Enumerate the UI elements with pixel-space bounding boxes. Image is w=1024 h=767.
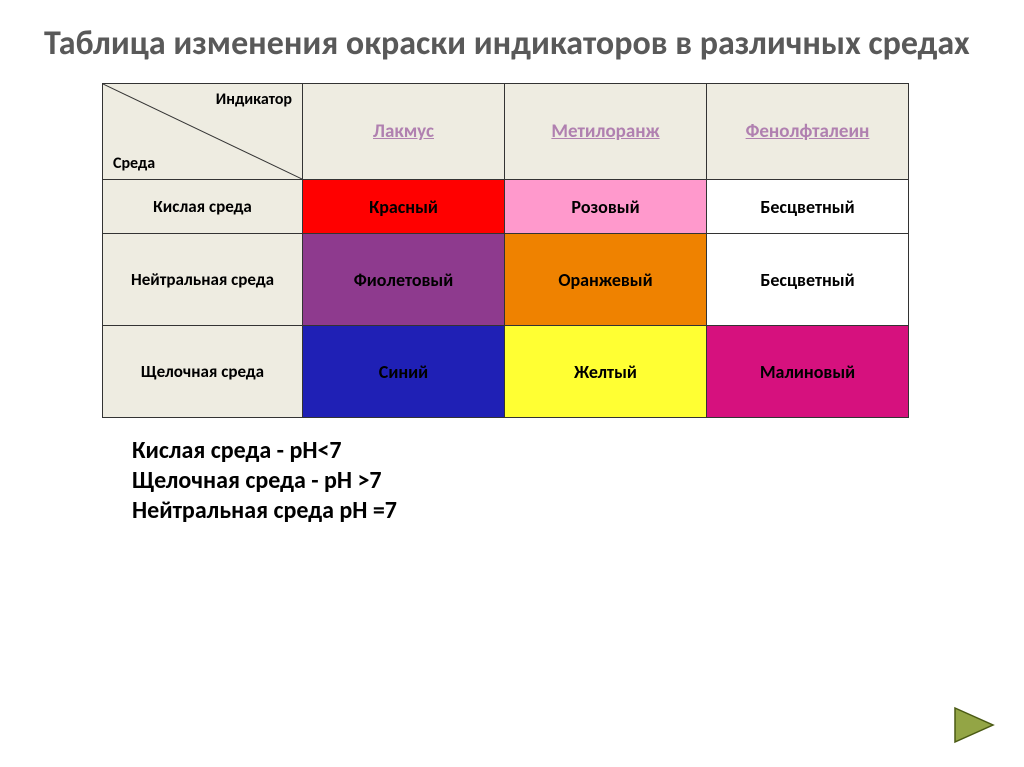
data-cell: Красный [303,180,505,234]
slide: Таблица изменения окраски индикаторов в … [0,0,1024,526]
diag-bottom-label: Среда [113,154,155,173]
table-wrap: Индикатор Среда Лакмус Метилоранж Фенолф… [102,83,980,418]
note-line: Кислая среда - рН<7 [132,436,980,466]
row-header: Щелочная среда [103,326,303,418]
data-cell: Малиновый [707,326,909,418]
indicator-table: Индикатор Среда Лакмус Метилоранж Фенолф… [102,83,909,418]
table-header-row: Индикатор Среда Лакмус Метилоранж Фенолф… [103,84,909,180]
next-button[interactable] [952,705,996,745]
col-header-2: Фенолфталеин [707,84,909,180]
data-cell: Розовый [505,180,707,234]
data-cell: Фиолетовый [303,234,505,326]
col-header-0: Лакмус [303,84,505,180]
col-link-metilorange[interactable]: Метилоранж [551,120,659,143]
diag-top-label: Индикатор [216,90,292,109]
note-line: Нейтральная среда рН =7 [132,496,980,526]
col-header-1: Метилоранж [505,84,707,180]
row-header: Нейтральная среда [103,234,303,326]
page-title: Таблица изменения окраски индикаторов в … [44,24,980,63]
note-line: Щелочная среда - рН >7 [132,466,980,496]
table-row: Щелочная средаСинийЖелтыйМалиновый [103,326,909,418]
data-cell: Оранжевый [505,234,707,326]
table-row: Кислая средаКрасныйРозовыйБесцветный [103,180,909,234]
col-link-lakmus[interactable]: Лакмус [373,120,434,143]
table-row: Нейтральная средаФиолетовыйОранжевыйБесц… [103,234,909,326]
data-cell: Бесцветный [707,180,909,234]
ph-notes: Кислая среда - рН<7 Щелочная среда - рН … [132,436,980,526]
row-header: Кислая среда [103,180,303,234]
data-cell: Синий [303,326,505,418]
data-cell: Желтый [505,326,707,418]
data-cell: Бесцветный [707,234,909,326]
diagonal-header: Индикатор Среда [103,84,303,180]
play-icon [952,705,996,745]
col-link-fenolftalein[interactable]: Фенолфталеин [746,120,870,143]
